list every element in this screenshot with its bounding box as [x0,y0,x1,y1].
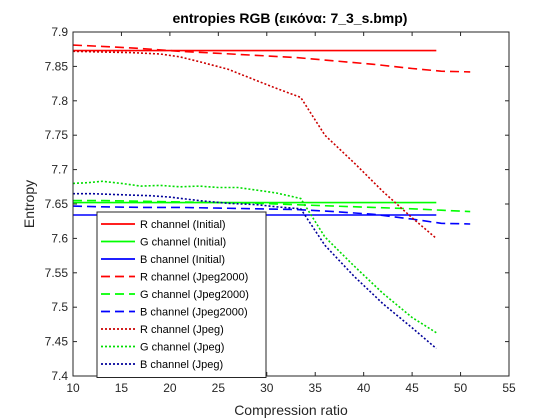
legend-box [96,211,267,378]
x-tick-label: 40 [357,381,371,395]
y-tick-label: 7.45 [45,335,69,349]
legend-entry: R channel (Initial) [140,219,226,231]
legend-entry: G channel (Initial) [140,237,226,249]
chart-title: entropies RGB (εικόνα: 7_3_s.bmp) [173,10,408,26]
legend-entry: B channel (Jpeg) [140,359,223,371]
y-tick-label: 7.55 [45,266,69,280]
y-tick-label: 7.6 [51,231,68,245]
x-tick-label: 15 [115,381,129,395]
y-tick-label: 7.4 [51,369,68,383]
series-line-4 [72,44,471,73]
y-tick-label: 7.65 [45,197,69,211]
legend-entry: R channel (Jpeg2000) [140,272,248,284]
y-tick-label: 7.75 [45,128,69,142]
y-axis-label: Entropy [21,180,37,228]
series-line-8 [72,180,437,334]
x-tick-label: 10 [66,381,80,395]
legend-entry: R channel (Jpeg) [140,324,224,336]
legend: R channel (Initial) G channel (Initial) B … [96,211,267,378]
legend-entry: B channel (Jpeg2000) [140,307,248,319]
y-tick-label: 7.5 [51,300,68,314]
series-line-9 [73,192,437,350]
y-tick-label: 7.9 [51,25,68,39]
x-tick-label: 50 [454,381,468,395]
x-tick-label: 25 [212,381,226,395]
x-axis-label: Compression ratio [234,402,348,418]
y-tick-label: 7.8 [51,94,68,108]
x-tick-label: 20 [163,381,177,395]
x-tick-label: 35 [309,381,323,395]
legend-entry: G channel (Jpeg) [140,342,224,354]
x-tick-label: 55 [502,381,516,395]
legend-entry: B channel (Initial) [140,254,225,266]
y-tick-label: 7.7 [51,163,68,177]
legend-entry: G channel (Jpeg2000) [140,289,249,301]
y-axis-ticks: 7.4 7.45 7.5 7.55 7.6 7.65 7.7 7.75 7.8 7.85 7.9 [45,25,509,383]
series-line-6 [72,205,471,225]
series-line-7 [72,50,437,240]
x-tick-label: 30 [260,381,274,395]
series-line-5 [73,199,471,213]
y-tick-label: 7.85 [45,59,69,73]
x-tick-label: 45 [405,381,419,395]
